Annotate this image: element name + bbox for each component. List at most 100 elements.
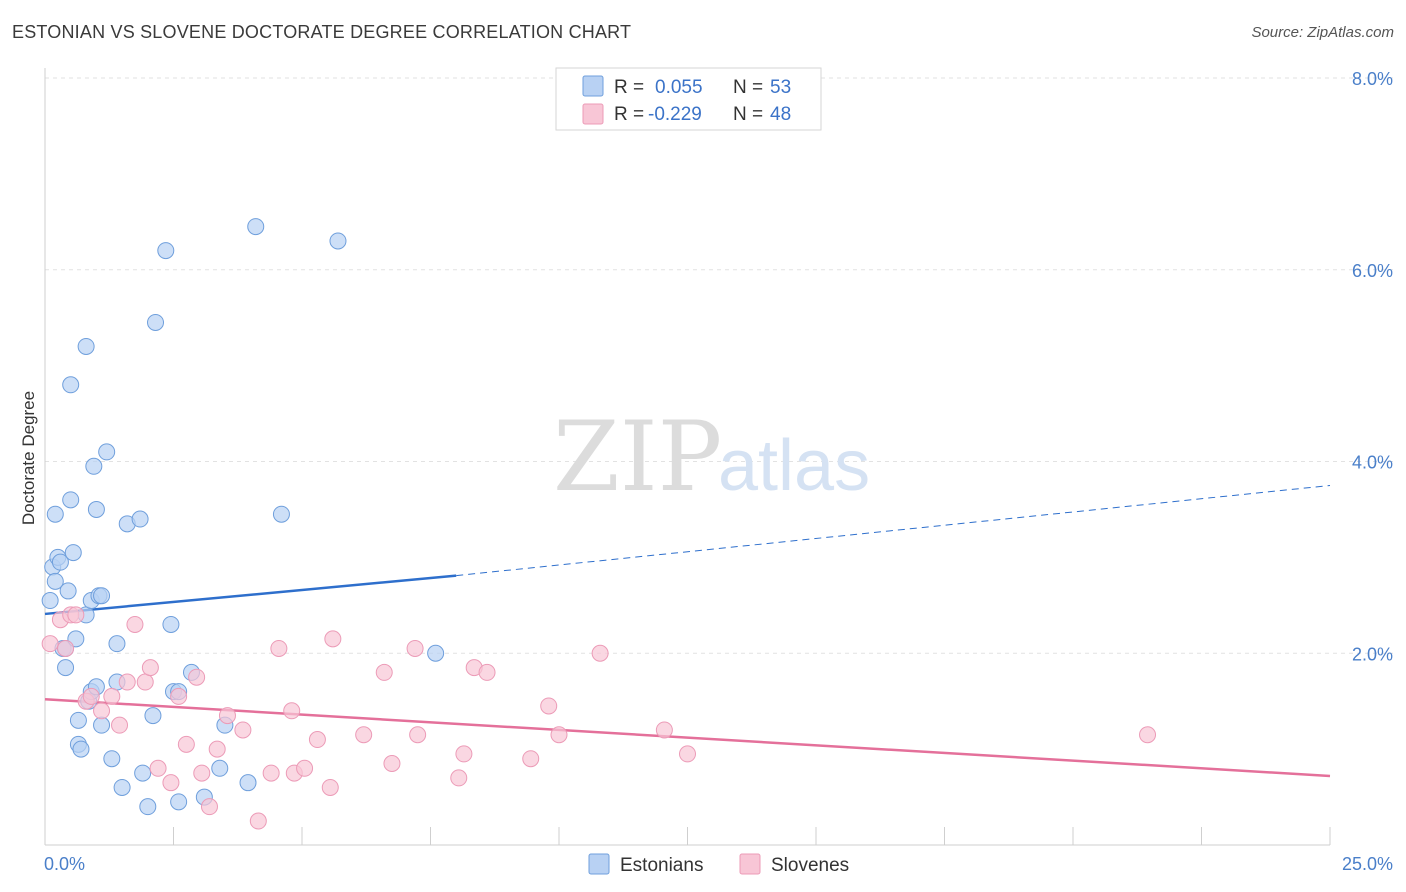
bottom-legend-swatch-estonians (588, 853, 610, 875)
point-estonians (62, 491, 80, 509)
point-slovenes (218, 707, 236, 725)
legend-n-value: 48 (770, 104, 791, 125)
point-slovenes (82, 687, 100, 705)
point-slovenes (170, 687, 188, 705)
trend-lines (44, 484, 1331, 778)
points (41, 218, 1157, 830)
watermark: ZIP atlas (553, 401, 870, 513)
point-slovenes (141, 659, 159, 677)
point-estonians (46, 572, 64, 590)
point-slovenes (162, 774, 180, 792)
y-tick-label: 6.0% (1352, 261, 1393, 281)
point-estonians (427, 644, 445, 662)
y-axis-label: Doctorate Degree (19, 391, 38, 525)
y-tick-labels: 2.0% 4.0% 6.0% 8.0% (1352, 69, 1393, 664)
point-slovenes (655, 721, 673, 739)
legend-n-value: 53 (770, 77, 791, 98)
point-slovenes (296, 759, 314, 777)
point-slovenes (324, 630, 342, 648)
point-estonians (77, 337, 95, 355)
point-slovenes (283, 702, 301, 720)
point-estonians (87, 500, 105, 518)
y-tick-label: 4.0% (1352, 453, 1393, 473)
point-estonians (131, 510, 149, 528)
point-estonians (144, 707, 162, 725)
point-slovenes (57, 639, 75, 657)
point-slovenes (383, 755, 401, 773)
point-slovenes (455, 745, 473, 763)
point-estonians (157, 242, 175, 260)
watermark-zip: ZIP (553, 401, 722, 513)
point-estonians (329, 232, 347, 250)
point-slovenes (208, 740, 226, 758)
point-slovenes (41, 635, 59, 653)
point-estonians (162, 615, 180, 633)
trend-line-extension-estonians (456, 484, 1331, 577)
point-slovenes (111, 716, 129, 734)
point-estonians (93, 716, 111, 734)
point-estonians (108, 635, 126, 653)
point-slovenes (478, 663, 496, 681)
point-slovenes (406, 639, 424, 657)
point-estonians (239, 774, 257, 792)
point-slovenes (270, 639, 288, 657)
trend-line-estonians (44, 574, 457, 616)
bottom-legend-estonians: Estonians (620, 855, 703, 876)
point-slovenes (93, 702, 111, 720)
point-estonians (139, 798, 157, 816)
point-slovenes (550, 726, 568, 744)
legend-r-label: R = (614, 104, 644, 125)
point-slovenes (188, 668, 206, 686)
point-slovenes (308, 731, 326, 749)
x-tick-label-min: 0.0% (44, 854, 85, 874)
point-estonians (57, 659, 75, 677)
point-slovenes (540, 697, 558, 715)
point-estonians (51, 553, 69, 571)
bottom-legend: Estonians Slovenes (588, 853, 849, 876)
bottom-legend-slovenes: Slovenes (771, 855, 849, 876)
point-estonians (46, 505, 64, 523)
axes (44, 68, 1331, 846)
legend-r-value: -0.229 (648, 104, 702, 125)
point-slovenes (118, 673, 136, 691)
point-estonians (134, 764, 152, 782)
x-tick-label-max: 25.0% (1342, 854, 1393, 874)
x-tick-labels: 0.0% 25.0% (44, 854, 1393, 874)
point-slovenes (126, 615, 144, 633)
point-slovenes (355, 726, 373, 744)
point-estonians (59, 582, 77, 600)
point-estonians (85, 457, 103, 475)
trend-line-slovenes (44, 698, 1331, 778)
point-estonians (272, 505, 290, 523)
point-slovenes (249, 812, 267, 830)
point-slovenes (679, 745, 696, 763)
point-slovenes (234, 721, 252, 739)
point-estonians (41, 592, 59, 610)
point-estonians (93, 587, 111, 605)
point-slovenes (1139, 726, 1157, 744)
point-slovenes (522, 750, 540, 768)
point-slovenes (409, 726, 427, 744)
point-slovenes (67, 606, 85, 624)
point-estonians (62, 376, 80, 394)
point-slovenes (375, 663, 393, 681)
legend-r-value: 0.055 (655, 77, 703, 98)
legend-swatch-estonians (582, 75, 604, 97)
y-tick-label: 8.0% (1352, 69, 1393, 89)
point-estonians (170, 793, 188, 811)
point-slovenes (321, 778, 339, 796)
legend-swatch-slovenes (582, 103, 604, 125)
point-slovenes (177, 735, 195, 753)
point-slovenes (136, 673, 154, 691)
grid (45, 77, 1395, 654)
point-slovenes (262, 764, 280, 782)
source-label: Source: ZipAtlas.com (1251, 24, 1394, 41)
point-estonians (103, 750, 121, 768)
point-estonians (98, 443, 116, 461)
point-slovenes (149, 759, 167, 777)
point-estonians (72, 740, 90, 758)
point-slovenes (591, 644, 609, 662)
point-estonians (69, 711, 87, 729)
point-estonians (247, 218, 265, 236)
